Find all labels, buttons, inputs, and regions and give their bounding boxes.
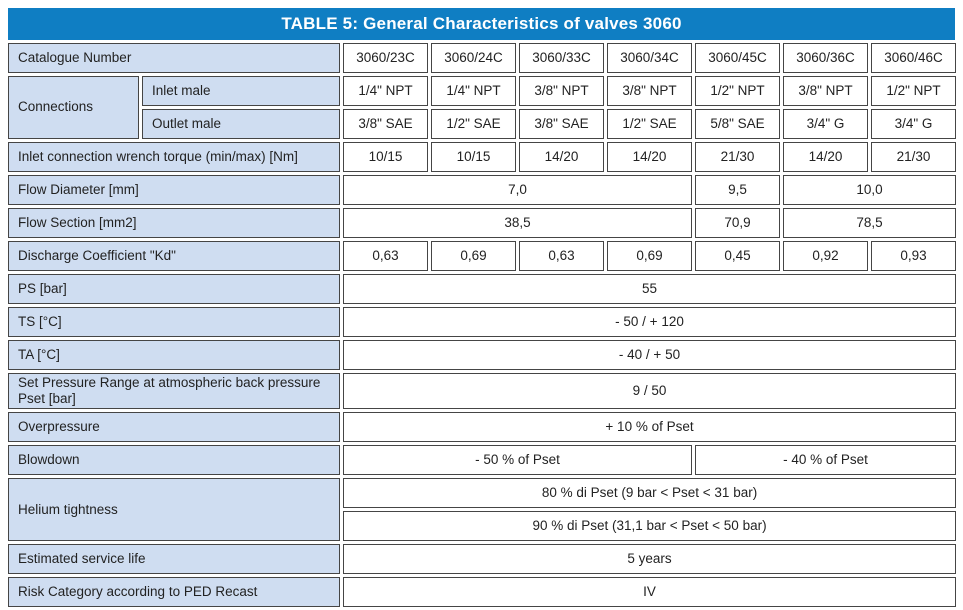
flow-diameter-cell: 9,5 [695, 175, 781, 205]
kd-cell: 0,92 [783, 241, 869, 271]
service-life-cell: 5 years [343, 544, 957, 575]
inlet-cell: 3/8" NPT [783, 76, 869, 106]
row-label-wrench-torque: Inlet connection wrench torque (min/max)… [8, 142, 341, 172]
outlet-cell: 3/4" G [871, 109, 957, 139]
flow-section-cell: 78,5 [783, 208, 957, 238]
torque-cell: 21/30 [695, 142, 781, 172]
kd-cell: 0,45 [695, 241, 781, 271]
outlet-cell: 5/8" SAE [695, 109, 781, 139]
overpressure-cell: + 10 % of Pset [343, 412, 957, 443]
row-flow-diameter: Flow Diameter [mm] 7,0 9,5 10,0 [8, 175, 957, 205]
inlet-cell: 1/2" NPT [871, 76, 957, 106]
catalogue-cell: 3060/34C [607, 43, 693, 73]
row-wrench-torque: Inlet connection wrench torque (min/max)… [8, 142, 957, 172]
torque-cell: 21/30 [871, 142, 957, 172]
row-label-discharge-coefficient: Discharge Coefficient "Kd" [8, 241, 341, 271]
torque-cell: 14/20 [783, 142, 869, 172]
torque-cell: 14/20 [607, 142, 693, 172]
flow-section-cell: 38,5 [343, 208, 693, 238]
row-connections-inlet: Connections Inlet male 1/4" NPT 1/4" NPT… [8, 76, 957, 139]
row-flow-section: Flow Section [mm2] 38,5 70,9 78,5 [8, 208, 957, 238]
outlet-cell: 1/2" SAE [431, 109, 517, 139]
row-set-pressure-range: Set Pressure Range at atmospheric back p… [8, 373, 957, 410]
inlet-cell: 1/2" NPT [695, 76, 781, 106]
kd-cell: 0,69 [431, 241, 517, 271]
row-label-ts: TS [°C] [8, 307, 341, 337]
row-ts: TS [°C] - 50 / + 120 [8, 307, 957, 337]
catalogue-cell: 3060/45C [695, 43, 781, 73]
row-label-ps: PS [bar] [8, 274, 341, 304]
row-label-outlet-male: Outlet male [142, 109, 341, 139]
blowdown-left-cell: - 50 % of Pset [343, 445, 693, 476]
catalogue-cell: 3060/24C [431, 43, 517, 73]
row-ps: PS [bar] 55 [8, 274, 957, 304]
row-label-catalogue-number: Catalogue Number [8, 43, 341, 73]
table-title: TABLE 5: General Characteristics of valv… [8, 8, 955, 40]
row-label-inlet-male: Inlet male [142, 76, 341, 106]
ps-cell: 55 [343, 274, 957, 304]
kd-cell: 0,63 [519, 241, 605, 271]
row-label-connections: Connections [8, 76, 139, 139]
row-label-service-life: Estimated service life [8, 544, 341, 575]
inlet-cell: 3/8" NPT [519, 76, 605, 106]
row-label-flow-section: Flow Section [mm2] [8, 208, 341, 238]
helium-90-cell: 90 % di Pset (31,1 bar < Pset < 50 bar) [343, 511, 957, 542]
torque-cell: 10/15 [431, 142, 517, 172]
helium-80-cell: 80 % di Pset (9 bar < Pset < 31 bar) [343, 478, 957, 509]
ta-cell: - 40 / + 50 [343, 340, 957, 370]
flow-diameter-cell: 10,0 [783, 175, 957, 205]
kd-cell: 0,63 [343, 241, 429, 271]
row-label-flow-diameter: Flow Diameter [mm] [8, 175, 341, 205]
kd-cell: 0,69 [607, 241, 693, 271]
catalogue-cell: 3060/33C [519, 43, 605, 73]
row-label-ta: TA [°C] [8, 340, 341, 370]
row-label-blowdown: Blowdown [8, 445, 341, 476]
inlet-cell: 3/8" NPT [607, 76, 693, 106]
row-helium-tightness-1: Helium tightness 80 % di Pset (9 bar < P… [8, 478, 957, 542]
set-pressure-cell: 9 / 50 [343, 373, 957, 410]
outlet-cell: 1/2" SAE [607, 109, 693, 139]
table-5-container: TABLE 5: General Characteristics of valv… [8, 8, 957, 610]
row-label-risk-category: Risk Category according to PED Recast [8, 577, 341, 608]
row-label-overpressure: Overpressure [8, 412, 341, 443]
row-blowdown: Blowdown - 50 % of Pset - 40 % of Pset [8, 445, 957, 476]
torque-cell: 10/15 [343, 142, 429, 172]
flow-diameter-cell: 7,0 [343, 175, 693, 205]
catalogue-cell: 3060/23C [343, 43, 429, 73]
valve-characteristics-table: Catalogue Number 3060/23C 3060/24C 3060/… [5, 40, 959, 610]
blowdown-right-cell: - 40 % of Pset [695, 445, 957, 476]
row-overpressure: Overpressure + 10 % of Pset [8, 412, 957, 443]
outlet-cell: 3/4" G [783, 109, 869, 139]
row-connections-outlet: Outlet male 3/8" SAE 1/2" SAE 3/8" SAE 1… [8, 109, 957, 139]
inlet-cell: 1/4" NPT [343, 76, 429, 106]
kd-cell: 0,93 [871, 241, 957, 271]
row-ta: TA [°C] - 40 / + 50 [8, 340, 957, 370]
row-service-life: Estimated service life 5 years [8, 544, 957, 575]
inlet-cell: 1/4" NPT [431, 76, 517, 106]
outlet-cell: 3/8" SAE [343, 109, 429, 139]
row-discharge-coefficient: Discharge Coefficient "Kd" 0,63 0,69 0,6… [8, 241, 957, 271]
row-helium-tightness-2: 90 % di Pset (31,1 bar < Pset < 50 bar) [8, 511, 957, 542]
row-risk-category: Risk Category according to PED Recast IV [8, 577, 957, 608]
ts-cell: - 50 / + 120 [343, 307, 957, 337]
outlet-cell: 3/8" SAE [519, 109, 605, 139]
risk-category-cell: IV [343, 577, 957, 608]
catalogue-cell: 3060/46C [871, 43, 957, 73]
row-catalogue-number: Catalogue Number 3060/23C 3060/24C 3060/… [8, 43, 957, 73]
row-label-helium-tightness: Helium tightness [8, 478, 341, 542]
flow-section-cell: 70,9 [695, 208, 781, 238]
row-label-set-pressure-range: Set Pressure Range at atmospheric back p… [8, 373, 341, 410]
torque-cell: 14/20 [519, 142, 605, 172]
catalogue-cell: 3060/36C [783, 43, 869, 73]
